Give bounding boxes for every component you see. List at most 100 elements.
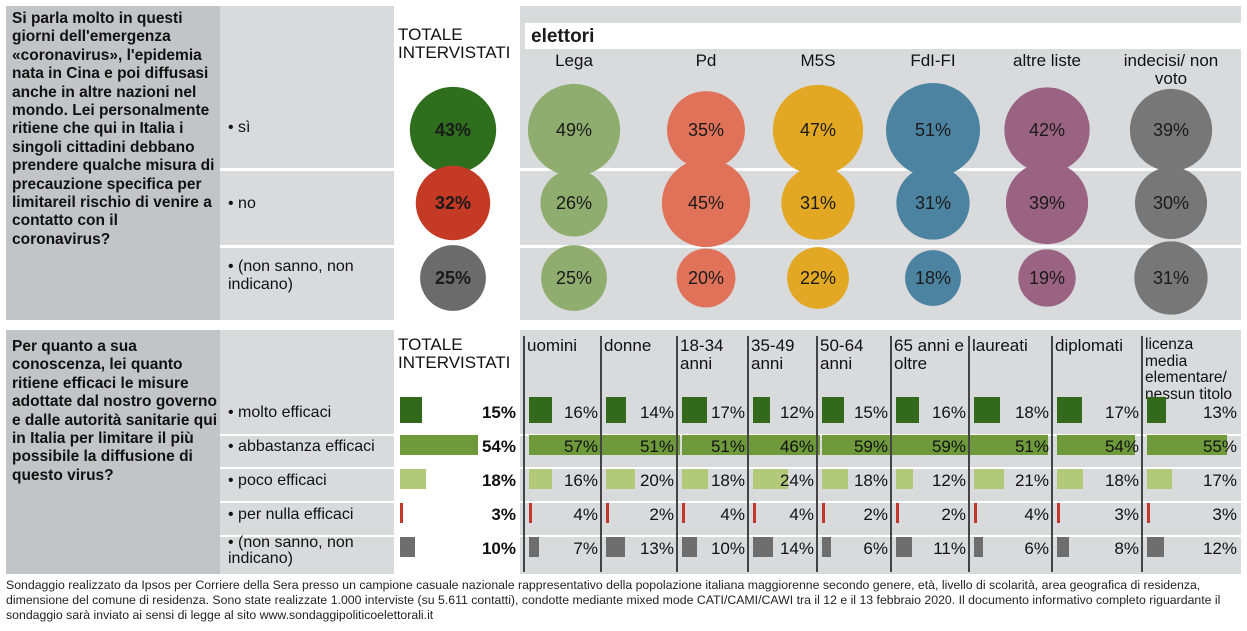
bar-label: 6% [863, 539, 888, 558]
bar-label: 17% [1104, 403, 1139, 422]
bar [822, 537, 831, 557]
total-header: TOTALE INTERVISTATI [398, 25, 511, 62]
column-header: 35-49 anni [751, 336, 795, 373]
footnote: Sondaggio realizzato da Ipsos per Corrie… [6, 578, 1221, 622]
bar-label: 4% [573, 505, 598, 524]
bar [753, 397, 771, 423]
bubble [1018, 249, 1076, 307]
bar [896, 503, 899, 523]
column-header: FdI-FI [910, 51, 956, 70]
bubble [1005, 161, 1089, 245]
column-divider [890, 336, 892, 572]
bubble-label: 31% [1153, 268, 1189, 288]
bubble-label: 39% [1153, 120, 1189, 140]
bubble [896, 166, 970, 240]
bar-label: 15% [481, 403, 516, 422]
row-label: • sì [228, 119, 251, 136]
bar [1147, 397, 1166, 423]
row-label: • (non sanno, non indicano) [228, 534, 354, 567]
column-header: 18-34 anni [680, 336, 724, 373]
bubble-label: 49% [556, 120, 592, 140]
bar [606, 397, 627, 423]
bar-label: 13% [1202, 403, 1237, 422]
bubble-label: 43% [435, 120, 471, 140]
bar-label: 59% [931, 437, 966, 456]
bar-label: 46% [779, 437, 814, 456]
row-separator [220, 245, 1241, 248]
bar-label: 3% [1114, 505, 1139, 524]
bar-label: 2% [649, 505, 674, 524]
bubble [1129, 88, 1213, 172]
bar-label: 18% [481, 471, 516, 490]
bubble [541, 245, 607, 311]
bar-label: 21% [1014, 471, 1049, 490]
row-label: • poco efficaci [228, 472, 327, 489]
bar [1057, 537, 1069, 557]
electors-header-bar: elettori [525, 23, 1241, 49]
bar-label: 51% [710, 437, 745, 456]
bubble [772, 84, 864, 176]
bubble [1134, 241, 1208, 315]
column-divider [747, 336, 749, 572]
bar [682, 469, 709, 489]
bar-label: 4% [789, 505, 814, 524]
bubble-label: 25% [556, 268, 592, 288]
column-header: 65 anni e oltre [894, 336, 964, 373]
bar [529, 537, 540, 557]
bubble-label: 20% [688, 268, 724, 288]
bar-label: 2% [941, 505, 966, 524]
bubble [667, 91, 745, 169]
bar-label: 59% [853, 437, 888, 456]
bar-label: 17% [1202, 471, 1237, 490]
bar [400, 503, 403, 523]
bar [1057, 435, 1136, 455]
column-divider [816, 336, 818, 572]
bar [1057, 503, 1060, 523]
bar [974, 397, 1001, 423]
total-header: TOTALE INTERVISTATI [398, 335, 511, 372]
bar [896, 397, 920, 423]
bubble [781, 166, 855, 240]
bar-label: 17% [710, 403, 745, 422]
bar-label: 18% [853, 471, 888, 490]
row-separator [220, 535, 1241, 537]
bubble [540, 169, 608, 237]
bar [1147, 503, 1150, 523]
bar [974, 503, 977, 523]
bar [753, 503, 756, 523]
row-separator [220, 501, 1241, 503]
column-header: indecisi/ non voto [1123, 51, 1219, 88]
bar [400, 469, 427, 489]
bar [400, 537, 415, 557]
column-header: licenza media elementare/ nessun titolo [1145, 336, 1233, 403]
bar-label: 6% [1024, 539, 1049, 558]
column-divider [600, 336, 602, 572]
bar-label: 51% [639, 437, 674, 456]
bubble [409, 86, 497, 174]
bubble-label: 32% [435, 193, 471, 213]
bar-label: 10% [481, 539, 516, 558]
bubble-label: 19% [1029, 268, 1065, 288]
bar-label: 12% [779, 403, 814, 422]
column-header: Lega [555, 51, 593, 70]
bar-label: 4% [720, 505, 745, 524]
column-divider [1141, 336, 1143, 572]
bar-label: 20% [639, 471, 674, 490]
bar [896, 435, 982, 455]
bar [682, 537, 697, 557]
bar [896, 537, 912, 557]
column-header: Pd [695, 51, 717, 70]
bubble-chart: 43% 49% 35% 47% 51% 42% 39% 32% 26% 45% 31% 31% 39% 3… [409, 83, 1213, 315]
bar-label: 11% [933, 539, 966, 558]
bubble [676, 248, 736, 308]
bar [822, 435, 908, 455]
bar-label: 54% [1104, 437, 1139, 456]
bubble-label: 18% [915, 268, 951, 288]
bar-label: 12% [931, 471, 966, 490]
bubble-label: 22% [800, 268, 836, 288]
bubble-label: 35% [688, 120, 724, 140]
row-label: • abbastanza efficaci [228, 438, 375, 455]
row-label: • per nulla efficaci [228, 506, 354, 523]
bar [606, 537, 625, 557]
